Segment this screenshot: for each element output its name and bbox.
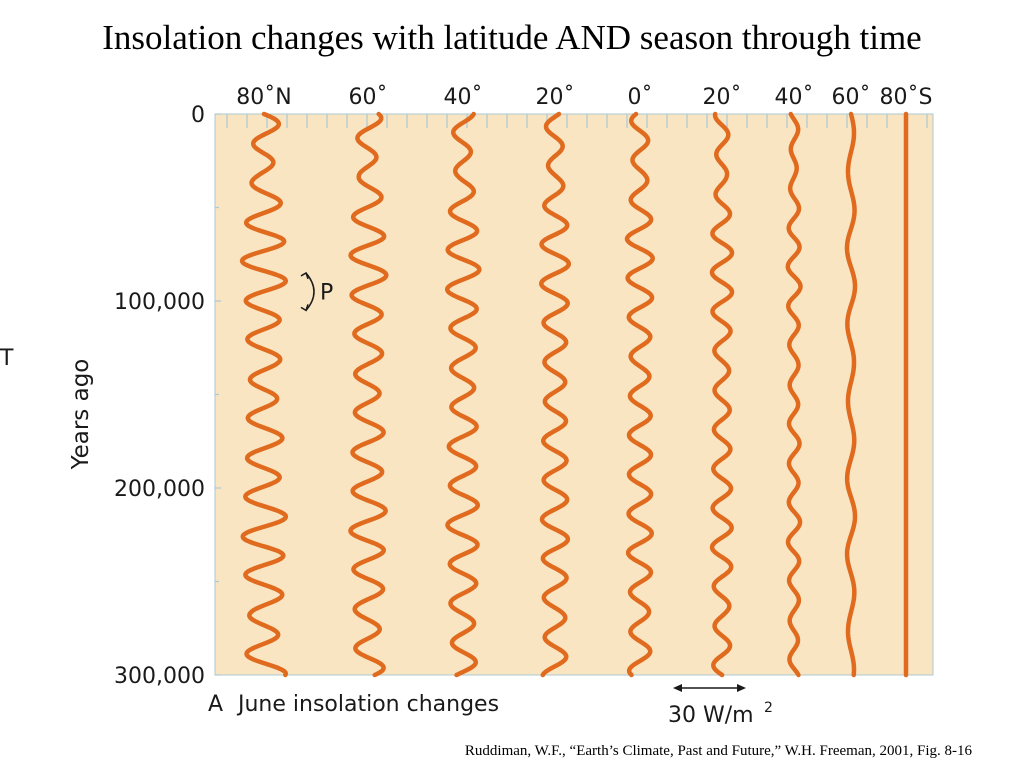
insolation-chart: 0 100,000 200,000 300,000 Years ago 80˚N 60˚ 40… [0,0,934,728]
y-tick-label: 200,000 [114,477,205,502]
latitude-label: 40˚ [775,85,814,110]
chart-panel-group [214,113,934,676]
annotation-label: T [0,346,14,371]
series-line [239,111,289,678]
latitude-label: 80˚N [236,85,291,110]
series-line [709,111,735,678]
latitude-label: 20˚ [703,85,742,110]
panel-label: A [208,692,223,717]
y-tick-label: 300,000 [114,664,205,689]
latitude-label: 60˚ [832,85,871,110]
series-line [624,111,655,678]
label-group: 0 100,000 200,000 300,000 Years ago 80˚N 60˚ 40… [0,85,932,728]
latitude-label: 80˚S [880,85,933,110]
panel-caption: June insolation changes [236,692,499,717]
slide-title: Insolation changes with latitude AND sea… [102,18,922,57]
annotation-arrowhead [300,304,309,312]
y-tick-label: 0 [191,103,205,128]
series-line [785,111,803,678]
scale-bar-label: 30 W/m [668,703,754,728]
y-axis-label: Years ago [68,359,94,471]
latitude-label: 40˚ [444,85,483,110]
citation: Ruddiman, W.F., “Earth’s Climate, Past a… [464,743,972,759]
series-line [539,111,572,678]
annotation-arrowhead [300,271,309,280]
annotation-label: P [320,281,333,306]
series-group [239,111,909,678]
scale-bar-arrowhead [737,684,746,692]
latitude-label: 20˚ [536,85,575,110]
latitude-label: 0˚ [628,85,653,110]
series-line [348,111,389,678]
latitude-label: 60˚ [349,85,388,110]
scale-bar-arrowhead [673,684,682,692]
y-tick-label: 100,000 [114,290,205,315]
series-line [444,111,482,678]
chart-plot-area [214,113,934,676]
series-line [844,111,858,678]
annotation-arc [305,272,315,311]
scale-bar-superscript: 2 [764,700,773,716]
